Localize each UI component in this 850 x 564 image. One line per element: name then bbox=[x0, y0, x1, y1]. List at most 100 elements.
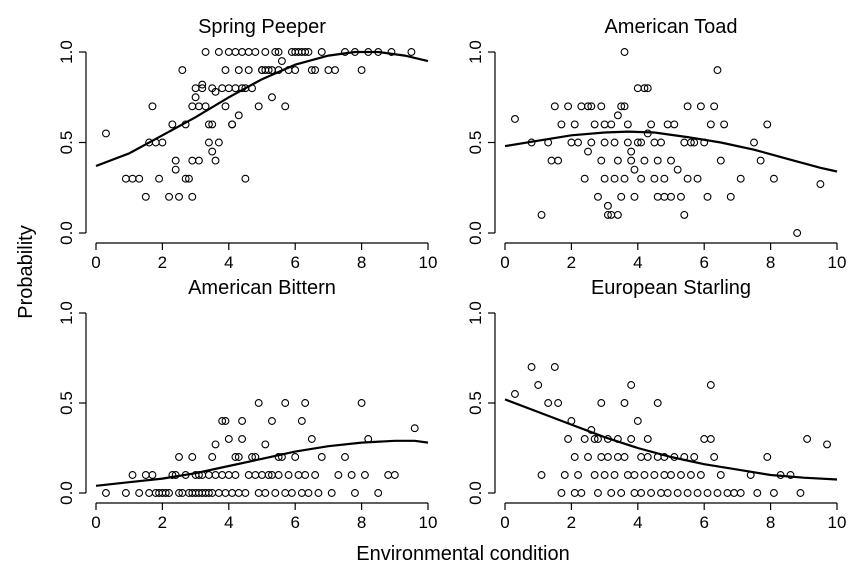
fit-curve bbox=[95, 439, 429, 487]
data-point bbox=[268, 93, 276, 102]
data-point bbox=[198, 84, 207, 93]
data-point bbox=[171, 156, 180, 165]
data-point bbox=[560, 471, 569, 479]
data-point bbox=[647, 489, 656, 497]
data-point bbox=[617, 489, 626, 497]
data-point bbox=[204, 120, 213, 129]
data-point bbox=[281, 102, 290, 111]
data-point bbox=[221, 489, 230, 497]
panel-title: American Toad bbox=[604, 16, 737, 38]
data-point bbox=[567, 138, 576, 147]
panel-2: American Bittern 0 2 4 6 8 10 0.0 0.5 1.0 bbox=[57, 277, 437, 532]
data-point bbox=[753, 489, 762, 497]
data-point bbox=[696, 102, 705, 111]
data-point bbox=[128, 471, 137, 479]
data-point bbox=[511, 390, 519, 398]
data-point bbox=[730, 489, 739, 497]
data-point bbox=[224, 435, 233, 443]
data-point bbox=[653, 156, 662, 165]
data-point bbox=[175, 192, 183, 201]
data-point bbox=[527, 363, 536, 371]
data-point bbox=[254, 489, 263, 497]
data-point bbox=[211, 156, 220, 165]
data-point bbox=[221, 417, 230, 425]
data-point bbox=[148, 471, 157, 479]
data-point bbox=[201, 102, 210, 111]
data-point bbox=[218, 84, 227, 93]
data-point bbox=[277, 57, 286, 65]
data-point bbox=[630, 165, 639, 174]
data-point bbox=[251, 48, 260, 56]
data-point bbox=[667, 192, 675, 201]
data-point bbox=[627, 147, 636, 156]
x-tick-label: 0 bbox=[500, 513, 509, 532]
data-point bbox=[241, 489, 250, 497]
data-point bbox=[304, 489, 313, 497]
data-point bbox=[650, 471, 659, 479]
data-point bbox=[620, 453, 629, 461]
data-point bbox=[228, 489, 237, 497]
data-point bbox=[261, 440, 270, 449]
data-point bbox=[643, 435, 652, 443]
data-point bbox=[613, 156, 622, 165]
data-point bbox=[816, 180, 825, 189]
data-point bbox=[570, 489, 579, 497]
data-point bbox=[307, 435, 316, 443]
data-point bbox=[690, 453, 699, 461]
data-point bbox=[617, 192, 626, 201]
data-point bbox=[594, 489, 602, 497]
data-point bbox=[165, 489, 173, 497]
data-point bbox=[347, 471, 356, 479]
data-point bbox=[667, 471, 675, 479]
data-point bbox=[673, 165, 682, 174]
data-point bbox=[211, 471, 220, 479]
data-point bbox=[613, 111, 622, 120]
figure-xlabel: Environmental condition bbox=[356, 543, 569, 564]
data-point bbox=[600, 471, 609, 479]
data-point bbox=[301, 48, 310, 56]
data-point bbox=[188, 453, 197, 461]
data-point bbox=[603, 210, 612, 219]
x-tick-label: 2 bbox=[158, 253, 167, 272]
y-tick-label: 1.0 bbox=[57, 301, 76, 325]
data-point bbox=[121, 174, 130, 183]
data-point bbox=[683, 174, 692, 183]
data-point bbox=[663, 120, 672, 129]
data-point bbox=[706, 435, 715, 443]
data-point bbox=[763, 120, 772, 129]
data-point bbox=[630, 471, 639, 479]
x-tick-label: 2 bbox=[567, 513, 576, 532]
data-point bbox=[208, 120, 217, 129]
y-tick-label: 1.0 bbox=[466, 301, 485, 325]
data-point bbox=[554, 399, 563, 407]
data-point bbox=[218, 471, 227, 479]
data-point bbox=[623, 120, 632, 129]
data-point bbox=[600, 174, 609, 183]
data-point bbox=[327, 489, 336, 497]
data-point bbox=[102, 129, 110, 138]
data-point bbox=[627, 156, 636, 165]
data-point bbox=[693, 489, 702, 497]
x-tick-label: 6 bbox=[290, 253, 299, 272]
data-point bbox=[574, 471, 582, 479]
data-point bbox=[238, 435, 247, 443]
data-point bbox=[594, 192, 602, 201]
figure-ylabel: Probability bbox=[15, 225, 37, 318]
y-tick-label: 0.0 bbox=[57, 221, 76, 245]
data-point bbox=[713, 489, 722, 497]
data-point bbox=[564, 435, 573, 443]
data-point bbox=[271, 489, 280, 497]
data-point bbox=[194, 156, 203, 165]
data-point bbox=[620, 399, 629, 407]
data-point bbox=[168, 471, 177, 479]
data-point bbox=[620, 174, 629, 183]
data-point bbox=[241, 174, 250, 183]
data-point bbox=[650, 138, 659, 147]
data-point bbox=[716, 156, 725, 165]
data-point bbox=[238, 417, 247, 425]
data-point bbox=[750, 138, 758, 147]
data-point bbox=[550, 363, 559, 371]
data-point bbox=[231, 471, 240, 479]
data-point bbox=[580, 174, 589, 183]
